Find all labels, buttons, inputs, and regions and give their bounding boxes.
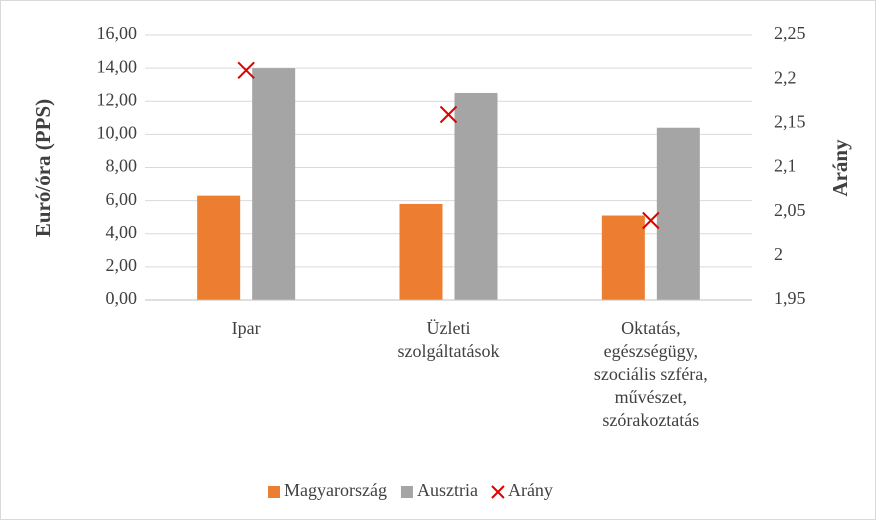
y2-tick-label: 2,05 xyxy=(774,200,806,220)
y-tick-label: 10,00 xyxy=(97,123,138,143)
y2-axis-title: Arány xyxy=(828,139,852,197)
y2-tick-label: 2,2 xyxy=(774,67,797,87)
x-tick-label: Üzleti szolgáltatások xyxy=(398,318,500,361)
y-tick-label: 2,00 xyxy=(106,255,138,275)
legend-swatch xyxy=(491,485,505,499)
y-tick-label: 16,00 xyxy=(97,23,138,43)
bar xyxy=(656,127,700,300)
y2-tick-label: 1,95 xyxy=(774,288,806,308)
y2-tick-label: 2,1 xyxy=(774,156,797,176)
y-tick-label: 6,00 xyxy=(106,189,138,209)
y-tick-label: 4,00 xyxy=(106,222,138,242)
marker xyxy=(237,61,255,80)
legend-label: Ausztria xyxy=(417,480,478,500)
bar xyxy=(399,203,443,300)
legend-swatch xyxy=(268,486,280,498)
y2-tick-label: 2,15 xyxy=(774,111,806,131)
bar xyxy=(197,195,241,300)
legend-swatch xyxy=(400,486,413,498)
bar xyxy=(252,68,296,300)
y-tick-label: 8,00 xyxy=(106,156,138,176)
y-axis-title: Euró/óra (PPS) xyxy=(31,99,55,237)
y2-tick-label: 2,25 xyxy=(774,23,806,43)
marker xyxy=(439,105,458,124)
y-tick-label: 12,00 xyxy=(97,89,138,109)
x-tick-label: Oktatás, egészségügy, szociális szféra, műv… xyxy=(594,318,708,430)
y2-tick-label: 2 xyxy=(774,244,783,264)
marker xyxy=(642,211,660,230)
legend-label: Magyarország xyxy=(284,480,387,500)
bar xyxy=(454,92,498,300)
y-tick-label: 0,00 xyxy=(106,288,138,308)
bar xyxy=(601,215,645,300)
x-tick-label: Ipar xyxy=(232,318,261,338)
legend-label: Arány xyxy=(508,480,553,500)
y-tick-label: 14,00 xyxy=(97,56,138,76)
